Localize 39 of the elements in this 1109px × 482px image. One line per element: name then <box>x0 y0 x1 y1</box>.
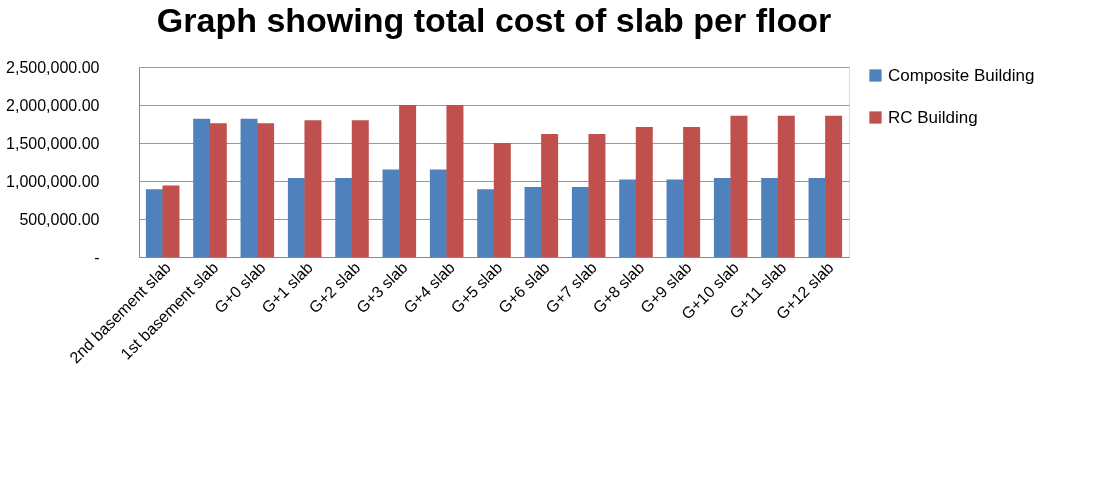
bar <box>240 118 258 257</box>
y-tick-label: 2,000,000.00 <box>6 96 100 114</box>
bar <box>145 189 163 257</box>
bar <box>541 133 559 257</box>
bar <box>571 187 589 257</box>
bar <box>382 169 400 257</box>
bar <box>761 177 779 257</box>
bar <box>730 115 748 257</box>
legend-label: RC Building <box>888 107 978 127</box>
bar <box>635 127 653 257</box>
bar <box>335 177 353 257</box>
bar <box>446 105 464 257</box>
bar <box>304 120 322 257</box>
y-tick-label: 1,000,000.00 <box>6 172 100 190</box>
y-tick-label: 500,000.00 <box>19 210 100 228</box>
bar <box>588 133 606 257</box>
bar <box>683 127 701 257</box>
y-tick-label: 2,500,000.00 <box>6 58 100 76</box>
bar <box>287 177 305 257</box>
bar <box>713 177 731 257</box>
bar <box>477 189 495 257</box>
bar <box>666 179 684 257</box>
bar <box>257 123 275 257</box>
bar <box>429 169 447 257</box>
bar <box>209 123 227 257</box>
bar <box>619 179 637 257</box>
bar <box>524 187 542 257</box>
y-tick-label: 1,500,000.00 <box>6 134 100 152</box>
bar <box>825 115 843 257</box>
bar <box>493 143 511 257</box>
chart-title: Graph showing total cost of slab per floor <box>156 1 832 39</box>
bar <box>777 115 795 257</box>
y-tick-label: - <box>94 248 100 266</box>
bar <box>193 118 211 257</box>
bar <box>351 120 369 257</box>
bar <box>162 185 180 257</box>
legend-label: Composite Building <box>888 65 1035 85</box>
bar <box>399 105 417 257</box>
bar <box>808 177 826 257</box>
